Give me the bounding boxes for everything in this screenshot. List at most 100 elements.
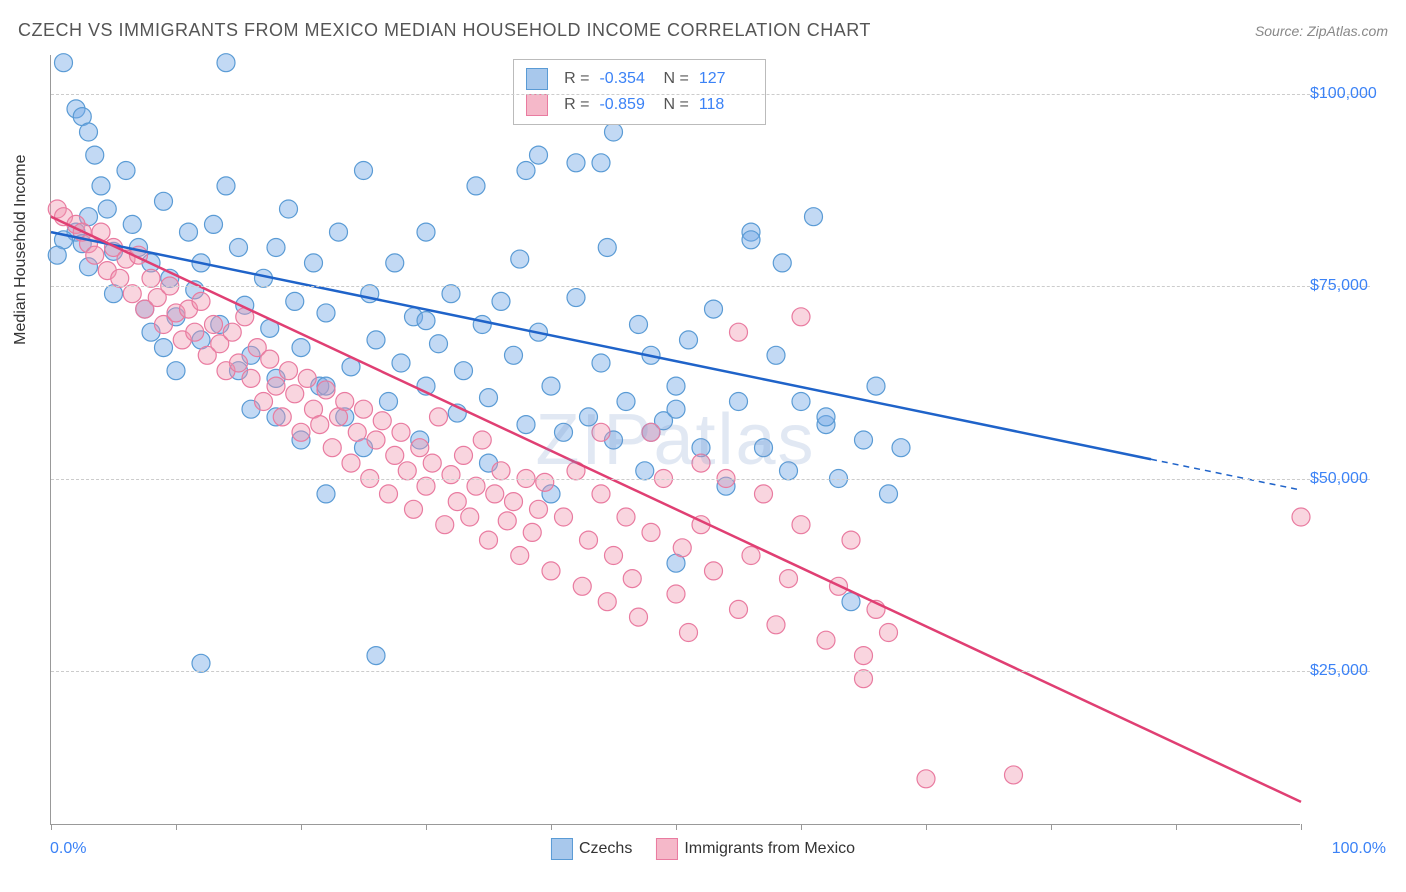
legend-item: Immigrants from Mexico	[656, 838, 855, 860]
x-tick	[51, 824, 52, 830]
x-tick	[426, 824, 427, 830]
trend-line-dashed	[1151, 459, 1301, 490]
stat-r-label: R =	[564, 92, 589, 118]
x-tick	[301, 824, 302, 830]
chart-title: CZECH VS IMMIGRANTS FROM MEXICO MEDIAN H…	[18, 20, 871, 41]
scatter-point	[442, 285, 460, 303]
scatter-point	[642, 523, 660, 541]
scatter-point	[217, 54, 235, 72]
scatter-point	[467, 477, 485, 495]
scatter-point	[498, 512, 516, 530]
x-tick	[926, 824, 927, 830]
scatter-point	[317, 485, 335, 503]
scatter-point	[673, 539, 691, 557]
x-tick	[176, 824, 177, 830]
legend-swatch	[551, 838, 573, 860]
scatter-point	[517, 416, 535, 434]
scatter-point	[430, 408, 448, 426]
scatter-point	[392, 423, 410, 441]
scatter-point	[317, 304, 335, 322]
scatter-point	[555, 423, 573, 441]
x-tick	[1176, 824, 1177, 830]
scatter-point	[617, 508, 635, 526]
scatter-point	[705, 562, 723, 580]
scatter-point	[755, 439, 773, 457]
scatter-point	[417, 312, 435, 330]
scatter-point	[755, 485, 773, 503]
scatter-point	[373, 412, 391, 430]
scatter-point	[592, 354, 610, 372]
scatter-point	[517, 162, 535, 180]
scatter-point	[455, 446, 473, 464]
scatter-point	[192, 654, 210, 672]
x-tick	[551, 824, 552, 830]
stat-r-value: -0.859	[599, 92, 653, 118]
scatter-point	[817, 631, 835, 649]
scatter-point	[642, 423, 660, 441]
scatter-point	[730, 393, 748, 411]
scatter-point	[511, 250, 529, 268]
scatter-point	[511, 547, 529, 565]
scatter-point	[667, 585, 685, 603]
scatter-point	[505, 346, 523, 364]
scatter-point	[667, 377, 685, 395]
scatter-point	[542, 562, 560, 580]
scatter-point	[405, 500, 423, 518]
source-label: Source: ZipAtlas.com	[1255, 23, 1388, 39]
scatter-point	[417, 223, 435, 241]
scatter-point	[730, 600, 748, 618]
scatter-point	[667, 400, 685, 418]
stat-n-value: 118	[699, 92, 753, 118]
trend-line	[51, 217, 1301, 802]
scatter-point	[917, 770, 935, 788]
scatter-point	[436, 516, 454, 534]
scatter-point	[630, 608, 648, 626]
stat-n-value: 127	[699, 66, 753, 92]
scatter-point	[742, 547, 760, 565]
scatter-point	[617, 393, 635, 411]
scatter-point	[580, 531, 598, 549]
scatter-point	[323, 439, 341, 457]
scatter-point	[48, 246, 66, 264]
scatter-point	[473, 431, 491, 449]
scatter-point	[817, 408, 835, 426]
scatter-point	[417, 477, 435, 495]
scatter-point	[598, 239, 616, 257]
stat-n-label: N =	[663, 92, 688, 118]
scatter-point	[855, 670, 873, 688]
scatter-point	[805, 208, 823, 226]
x-axis-max-label: 100.0%	[1332, 840, 1386, 858]
scatter-point	[780, 570, 798, 588]
scatter-point	[455, 362, 473, 380]
scatter-point	[467, 177, 485, 195]
scatter-point	[167, 362, 185, 380]
scatter-point	[142, 269, 160, 287]
scatter-point	[348, 423, 366, 441]
scatter-point	[411, 439, 429, 457]
scatter-point	[592, 154, 610, 172]
scatter-point	[155, 339, 173, 357]
scatter-point	[855, 647, 873, 665]
scatter-point	[573, 577, 591, 595]
scatter-point	[767, 616, 785, 634]
scatter-point	[367, 331, 385, 349]
legend-swatch	[656, 838, 678, 860]
scatter-point	[567, 289, 585, 307]
scatter-point	[530, 500, 548, 518]
scatter-point	[592, 423, 610, 441]
legend-swatch	[526, 68, 548, 90]
scatter-point	[230, 239, 248, 257]
scatter-point	[386, 446, 404, 464]
grid-line	[51, 94, 1370, 95]
scatter-point	[730, 323, 748, 341]
scatter-point	[442, 466, 460, 484]
scatter-point	[680, 624, 698, 642]
plot-area: ZIPatlas R =-0.354N =127R =-0.859N =118 …	[50, 55, 1300, 825]
scatter-point	[230, 354, 248, 372]
scatter-point	[317, 381, 335, 399]
scatter-point	[217, 177, 235, 195]
scatter-point	[780, 462, 798, 480]
scatter-point	[205, 316, 223, 334]
scatter-point	[392, 354, 410, 372]
stat-legend-box: R =-0.354N =127R =-0.859N =118	[513, 59, 766, 125]
